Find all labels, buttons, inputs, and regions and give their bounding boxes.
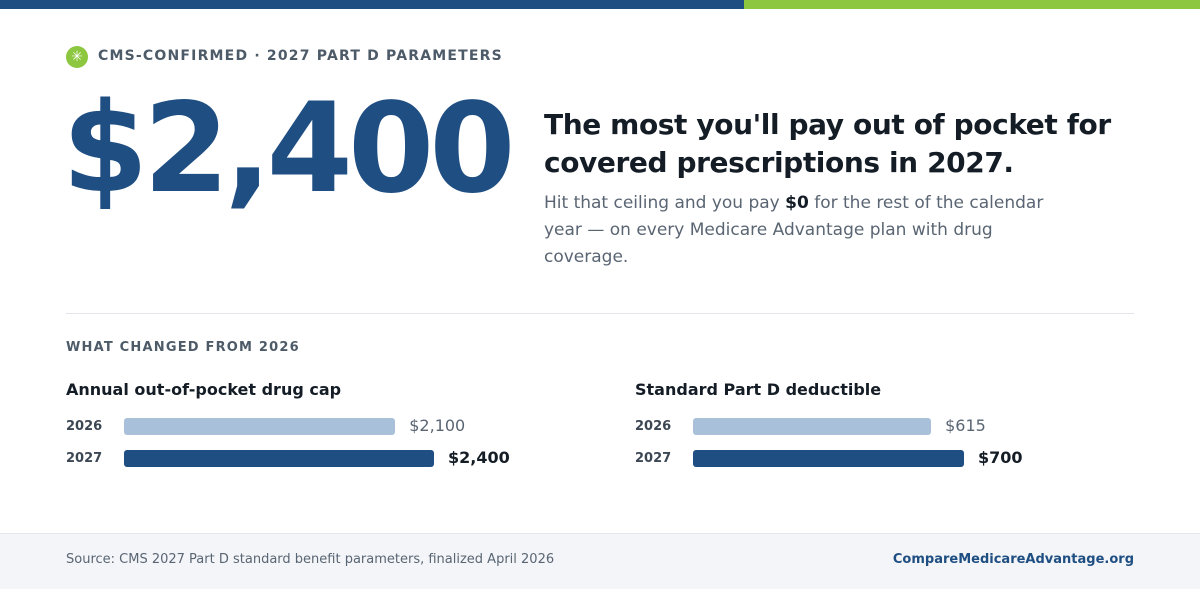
category-label: 2027 (635, 451, 672, 466)
chart-title: Standard Part D deductible (635, 380, 882, 399)
top-bar-accent (744, 0, 1200, 9)
value-label: $2,400 (448, 448, 510, 467)
category-label: 2026 (66, 419, 103, 434)
value-label: $2,100 (409, 416, 466, 435)
body-part: Hit that ceiling and you pay (544, 193, 786, 213)
chart-title: Annual out-of-pocket drug cap (66, 380, 342, 399)
body-emphasis: $0 (785, 193, 809, 213)
top-bar (0, 0, 744, 9)
body-text: Hit that ceiling and you pay $0 for the … (544, 190, 1074, 271)
badge-icon: ✳ (66, 46, 88, 68)
bar (124, 418, 396, 435)
category-label: 2026 (635, 419, 672, 434)
headline: The most you'll pay out of pocket for co… (544, 108, 1111, 179)
category-label: 2027 (66, 451, 103, 466)
source: Source: CMS 2027 Part D standard benefit… (66, 552, 555, 567)
badge: CMS-CONFIRMED · 2027 PART D PARAMETERS (98, 48, 503, 64)
footer: Source: CMS 2027 Part D standard benefit… (0, 533, 1200, 589)
site-link[interactable]: CompareMedicareAdvantage.org (892, 552, 1134, 567)
bar (693, 450, 964, 467)
chart: Standard Part D deductible 2026 $615 2027 $7… (635, 380, 1155, 480)
section-label: WHAT CHANGED FROM 2026 (66, 340, 300, 355)
hero-amount: $2,400 (62, 77, 516, 221)
body-part: for the rest of the calendar year — on e… (544, 193, 1044, 267)
value-label: $615 (945, 416, 986, 435)
value-label: $700 (978, 448, 1023, 467)
divider (66, 313, 1134, 314)
bar (124, 450, 434, 467)
chart: Annual out-of-pocket drug cap 2026 $2,100 2… (66, 380, 586, 480)
bar (693, 418, 932, 435)
